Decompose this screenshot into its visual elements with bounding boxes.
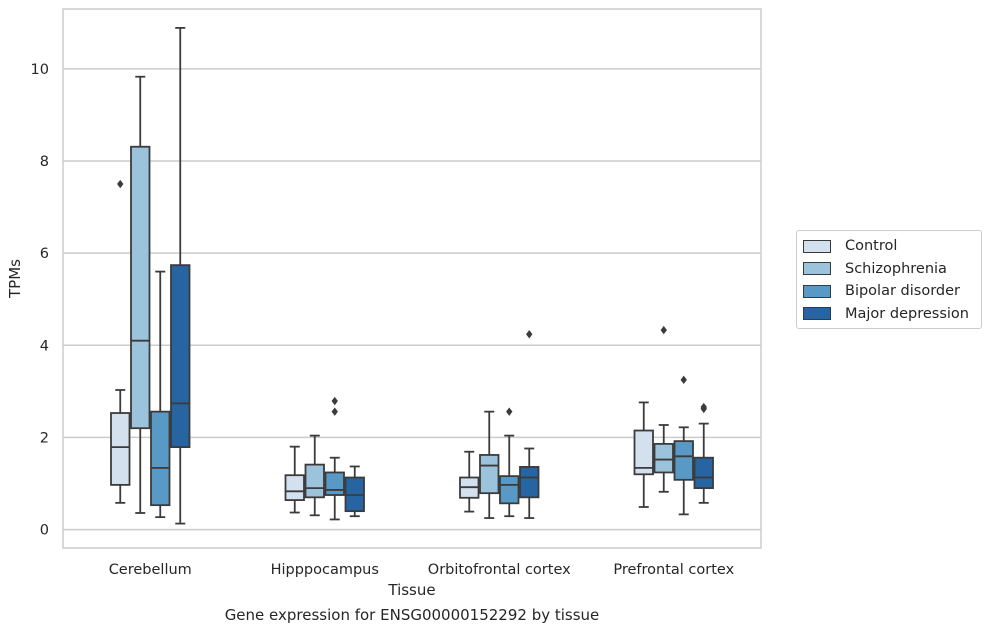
x-tick-label: Hipppocampus: [271, 562, 379, 578]
figure-caption: Gene expression for ENSG00000152292 by t…: [224, 606, 600, 624]
box: [499, 407, 520, 518]
legend-label: Control: [845, 238, 898, 255]
iqr-box: [110, 412, 131, 486]
x-tick-labels: Cerebellum Hipppocampus Orbitofrontal cort…: [109, 562, 735, 578]
iqr-box: [499, 475, 520, 505]
outlier-point: [331, 396, 338, 406]
iqr-box: [479, 454, 500, 495]
outlier-point: [506, 407, 513, 416]
outlier-point: [331, 407, 338, 416]
iqr-box: [150, 410, 171, 507]
box: [459, 450, 480, 513]
outlier-point: [680, 375, 687, 385]
iqr-box: [673, 440, 694, 481]
y-tick-label: 2: [40, 430, 49, 446]
outlier-point: [117, 179, 124, 189]
y-tick-label: 0: [40, 523, 49, 539]
legend-swatch: [803, 239, 831, 253]
y-tick-label: 10: [31, 62, 49, 78]
box: [479, 410, 500, 519]
legend-label: Bipolar disorder: [845, 283, 960, 300]
legend-label: Major depression: [845, 305, 969, 322]
box-series-layer: [110, 26, 714, 525]
y-tick-label: 6: [40, 246, 49, 262]
iqr-box: [519, 466, 540, 499]
legend-item: Schizophrenia: [797, 258, 981, 281]
iqr-box: [284, 474, 305, 501]
box: [653, 325, 674, 493]
box: [130, 75, 151, 514]
outlier-point: [526, 330, 533, 339]
legend-label: Schizophrenia: [845, 260, 947, 277]
series-bipolar-disorder: [150, 270, 694, 521]
x-tick-label: Prefrontal cortex: [613, 562, 734, 578]
legend-item: Major depression: [797, 303, 981, 326]
outlier-point: [700, 402, 707, 412]
legend-swatch: [803, 262, 831, 276]
box: [304, 434, 325, 517]
legend-item: Bipolar disorder: [797, 280, 981, 303]
box: [110, 179, 131, 504]
box: [170, 26, 191, 525]
series-major-depression: [170, 26, 714, 525]
iqr-box: [653, 442, 674, 474]
x-tick-label: Orbitofrontal cortex: [428, 562, 571, 578]
legend-item: Control: [797, 235, 981, 258]
box: [693, 402, 714, 504]
outlier-point: [660, 325, 667, 335]
box: [633, 401, 654, 508]
legend-swatch: [803, 284, 831, 298]
iqr-box: [130, 145, 151, 430]
box: [150, 270, 171, 519]
box: [673, 375, 694, 516]
legend: Control Schizophrenia Bipolar disorder Majo…: [796, 230, 982, 329]
iqr-box: [170, 264, 191, 449]
series-control: [110, 179, 654, 514]
iqr-box: [304, 463, 325, 499]
y-axis-label: TPMs: [6, 259, 24, 299]
box: [284, 445, 305, 514]
iqr-box: [633, 429, 654, 476]
y-tick-labels: 0 2 4 6 8 10: [31, 62, 49, 539]
plot-area-frame: [62, 8, 762, 549]
iqr-box: [693, 456, 714, 490]
series-schizophrenia: [130, 75, 674, 519]
iqr-box: [324, 471, 345, 496]
y-tick-label: 8: [40, 154, 49, 170]
box: [344, 465, 365, 518]
x-axis-label: Tissue: [387, 581, 435, 599]
legend-swatch: [803, 307, 831, 321]
x-tick-label: Cerebellum: [109, 562, 192, 578]
y-tick-label: 4: [40, 338, 49, 354]
box: [324, 396, 345, 521]
box: [519, 330, 540, 519]
